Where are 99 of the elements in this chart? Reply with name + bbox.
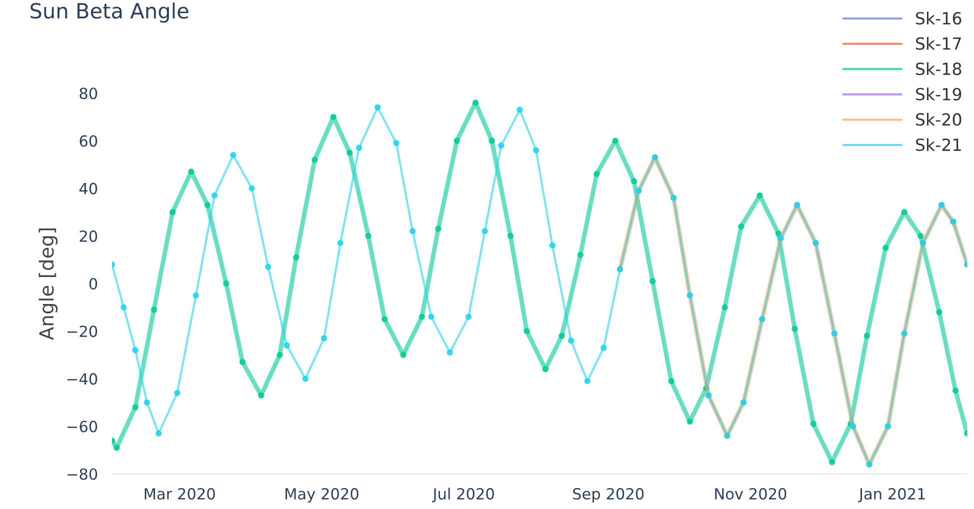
point bbox=[239, 358, 246, 366]
point bbox=[568, 337, 574, 344]
point bbox=[446, 349, 454, 356]
point bbox=[722, 304, 728, 310]
x-tick-label: May 2020 bbox=[286, 488, 358, 503]
point bbox=[393, 140, 400, 146]
point bbox=[114, 444, 120, 451]
point bbox=[952, 387, 959, 394]
point bbox=[418, 314, 426, 320]
point bbox=[756, 192, 763, 199]
point bbox=[192, 292, 200, 299]
legend-label: Sk-17 bbox=[916, 36, 961, 50]
point bbox=[454, 138, 460, 144]
point bbox=[516, 106, 523, 113]
point bbox=[810, 420, 817, 428]
point bbox=[524, 328, 530, 334]
point bbox=[312, 156, 318, 163]
y-tick-label: 80 bbox=[80, 88, 98, 100]
point bbox=[248, 185, 255, 192]
point bbox=[346, 150, 353, 156]
point bbox=[577, 252, 584, 258]
point bbox=[330, 114, 336, 120]
point bbox=[630, 178, 638, 184]
y-tick-label: −60 bbox=[67, 420, 98, 432]
point bbox=[211, 192, 218, 199]
point bbox=[435, 226, 442, 232]
point bbox=[686, 418, 694, 425]
point bbox=[584, 378, 590, 384]
point bbox=[382, 316, 388, 322]
x-tick-label: Sep 2020 bbox=[573, 488, 644, 503]
point bbox=[901, 209, 908, 216]
point bbox=[882, 244, 889, 251]
x-tick-label: Nov 2020 bbox=[715, 488, 786, 500]
y-tick-label: 0 bbox=[89, 278, 98, 290]
point bbox=[409, 228, 416, 234]
point bbox=[668, 378, 674, 384]
point bbox=[542, 366, 549, 372]
point bbox=[472, 100, 479, 106]
point bbox=[204, 202, 211, 208]
point bbox=[532, 147, 540, 154]
point bbox=[258, 392, 264, 398]
point bbox=[792, 326, 798, 332]
point bbox=[549, 242, 556, 249]
point bbox=[169, 209, 176, 216]
y-tick-label: 60 bbox=[80, 135, 98, 147]
point bbox=[558, 332, 565, 339]
point bbox=[365, 232, 372, 240]
legend-label: Sk-16 bbox=[916, 12, 962, 25]
point bbox=[482, 228, 488, 234]
point bbox=[594, 170, 600, 178]
y-tick-label: 20 bbox=[80, 230, 98, 242]
point bbox=[230, 152, 236, 158]
point bbox=[302, 376, 309, 382]
point bbox=[284, 342, 290, 349]
y-axis-title: Angle [deg] bbox=[38, 228, 58, 340]
point bbox=[132, 404, 138, 410]
point bbox=[320, 335, 328, 342]
point bbox=[488, 138, 495, 144]
point bbox=[612, 138, 618, 144]
point bbox=[400, 352, 406, 358]
x-tick-label: Jan 2021 bbox=[858, 488, 925, 502]
point bbox=[936, 308, 942, 316]
point bbox=[292, 254, 300, 260]
point bbox=[132, 347, 138, 354]
point bbox=[507, 232, 514, 240]
point bbox=[600, 344, 607, 351]
point bbox=[775, 230, 782, 237]
chart-title: Sun Beta Angle bbox=[30, 2, 188, 23]
point bbox=[174, 390, 180, 396]
legend-label: Sk-21 bbox=[916, 138, 961, 152]
point bbox=[155, 430, 162, 437]
legend-label: Sk-19 bbox=[916, 88, 962, 100]
point bbox=[374, 104, 381, 111]
point bbox=[144, 399, 150, 406]
x-tick-label: Jul 2020 bbox=[432, 488, 494, 502]
legend-label: Sk-18 bbox=[916, 62, 962, 76]
x-tick-label: Mar 2020 bbox=[144, 488, 215, 500]
point bbox=[223, 280, 230, 287]
point bbox=[428, 314, 434, 320]
point bbox=[356, 144, 362, 152]
point bbox=[864, 332, 870, 339]
point bbox=[828, 458, 836, 466]
legend-label: Sk-20 bbox=[916, 112, 962, 126]
point bbox=[649, 278, 656, 284]
point bbox=[276, 352, 283, 358]
point bbox=[150, 306, 158, 313]
point bbox=[337, 240, 344, 246]
point bbox=[498, 142, 504, 149]
y-tick-label: 40 bbox=[79, 182, 98, 194]
point bbox=[265, 264, 272, 270]
y-tick-label: −80 bbox=[67, 468, 98, 480]
point bbox=[703, 385, 710, 392]
point bbox=[738, 223, 744, 230]
point bbox=[188, 168, 194, 175]
point bbox=[917, 232, 924, 240]
y-tick-label: −20 bbox=[67, 326, 98, 338]
point bbox=[465, 314, 472, 320]
point bbox=[120, 304, 127, 310]
y-tick-label: −40 bbox=[67, 373, 98, 385]
